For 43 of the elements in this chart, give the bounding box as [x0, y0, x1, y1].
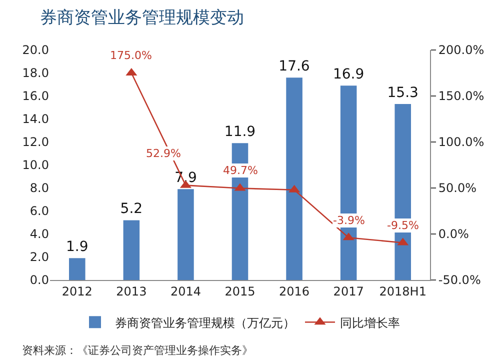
- bar: [123, 220, 140, 280]
- data-label: 11.9: [224, 124, 256, 140]
- legend-label: 券商资管业务管理规模（万亿元）: [115, 316, 295, 330]
- data-label: 49.7%: [223, 164, 258, 177]
- y-tick-label: 20.0: [22, 43, 49, 58]
- y-tick-label: 4.0: [30, 227, 49, 242]
- x-tick-label: 2015: [224, 284, 256, 298]
- data-label: 52.9%: [146, 147, 181, 160]
- data-label: -3.9%: [333, 214, 365, 227]
- data-label: 16.9: [332, 66, 364, 83]
- data-label: 175.0%: [110, 49, 152, 62]
- bar: [69, 258, 86, 280]
- y-tick-label: 0.0: [30, 273, 49, 288]
- legend-label: 同比增长率: [340, 316, 400, 330]
- data-label: 1.9: [66, 239, 88, 256]
- y2-tick-label: -50.0%: [438, 273, 481, 288]
- x-tick-label: 2018H1: [379, 284, 426, 298]
- y-tick-label: 8.0: [30, 181, 49, 196]
- text: 资料来源：《证券公司资产管理业务操作实务》: [22, 344, 253, 357]
- x-tick-label: 2012: [62, 284, 92, 298]
- bar: [286, 78, 302, 280]
- y-tick-label: 12.0: [22, 135, 49, 150]
- x-tick-label: 2016: [279, 284, 310, 298]
- x-tick-label: 2013: [116, 284, 147, 298]
- y-tick-label: 2.0: [30, 250, 49, 264]
- y2-tick-label: 50.0%: [438, 181, 477, 196]
- data-label: 15.3: [387, 85, 418, 102]
- chart-title: 券商资管业务管理规模变动: [40, 8, 244, 28]
- data-label: -9.5%: [387, 219, 419, 232]
- y-tick-label: 10.0: [22, 158, 49, 172]
- y2-tick-label: 200.0%: [438, 43, 484, 58]
- x-tick-label: 2017: [333, 284, 364, 298]
- y2-tick-label: 150.0%: [438, 89, 484, 104]
- bar: [178, 189, 194, 280]
- y-tick-label: 14.0: [22, 112, 49, 126]
- data-label: 5.2: [120, 201, 143, 218]
- y2-tick-label: 0.0%: [438, 227, 469, 242]
- data-label: 17.6: [278, 58, 310, 75]
- y2-tick-label: 100.0%: [438, 135, 484, 150]
- y-tick-label: 18.0: [22, 66, 49, 80]
- x-tick-label: 2014: [170, 284, 201, 298]
- y-tick-label: 16.0: [22, 89, 49, 104]
- y-tick-label: 6.0: [30, 204, 49, 218]
